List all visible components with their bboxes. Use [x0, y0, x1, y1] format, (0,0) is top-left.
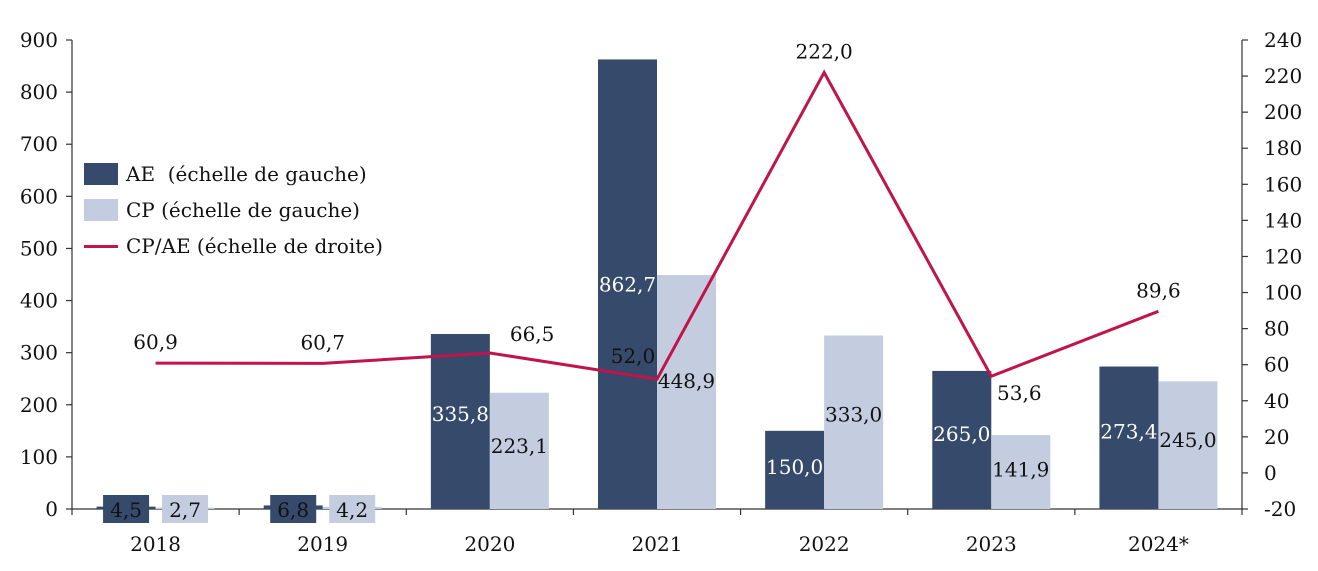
- legend-item-cp-ae: CP/AE (échelle de droite): [84, 228, 383, 264]
- bar-cp: [991, 435, 1051, 509]
- data-label-cp: 141,9: [992, 457, 1049, 481]
- bar-ae: [1099, 366, 1159, 509]
- bar-ae: [932, 370, 992, 509]
- x-tick-label: 2020: [464, 532, 515, 556]
- bar-cp: [1158, 381, 1218, 509]
- line-series: [155, 69, 1159, 381]
- legend: AE (échelle de gauche) CP (échelle de ga…: [84, 156, 383, 264]
- data-label-cp: 2,7: [169, 498, 201, 522]
- left-tick-label: 900: [20, 28, 58, 52]
- data-label-ae: 6,8: [277, 498, 309, 522]
- x-tick-label: 2018: [130, 532, 181, 556]
- small-bar-label-bg: [162, 495, 209, 523]
- bar-cp: [657, 275, 716, 509]
- data-label-cp-ae: 60,7: [300, 330, 345, 354]
- legend-swatch-cp: [84, 199, 118, 221]
- data-label-ae: 150,0: [766, 455, 823, 479]
- right-tick-label: -20: [1264, 497, 1296, 521]
- left-tick-label: 400: [20, 289, 58, 313]
- data-label-cp: 223,1: [491, 434, 548, 458]
- small-bar-label-bg: [103, 495, 150, 523]
- left-tick-label: 300: [20, 341, 58, 365]
- data-label-cp-ae: 60,9: [133, 330, 178, 354]
- right-tick-label: 60: [1264, 353, 1289, 377]
- bar-ae: [430, 334, 490, 509]
- data-label-cp: 245,0: [1159, 428, 1216, 452]
- data-label-ae: 273,4: [1100, 420, 1157, 444]
- left-tick-label: 100: [20, 445, 58, 469]
- bar-ae: [765, 430, 825, 509]
- data-label-ae: 265,0: [933, 422, 990, 446]
- legend-label-ae: AE (échelle de gauche): [126, 162, 367, 186]
- x-tick-label: 2019: [297, 532, 348, 556]
- data-label-cp-ae: 53,6: [997, 381, 1042, 405]
- right-tick-label: 120: [1264, 244, 1302, 268]
- right-tick-label: 20: [1264, 425, 1289, 449]
- data-label-ae: 862,7: [599, 272, 656, 296]
- legend-swatch-cp-ae: [84, 244, 118, 248]
- right-tick-label: 80: [1264, 317, 1289, 341]
- right-tick-label: 160: [1264, 172, 1302, 196]
- x-tick-label: 2021: [632, 532, 683, 556]
- small-bar-label-bg: [329, 495, 376, 523]
- right-tick-label: 220: [1264, 64, 1302, 88]
- data-label-cp-ae: 66,5: [510, 322, 555, 346]
- bar-cp: [824, 335, 884, 509]
- left-tick-label: 600: [20, 184, 58, 208]
- axes: 0 100 200 300 400 500 600 700 800 900 -20 0 20 40 60 80…: [20, 28, 1302, 556]
- right-tick-label: 180: [1264, 136, 1302, 160]
- small-bar-label-bg: [270, 495, 317, 523]
- data-label-cp-ae: 89,6: [1136, 278, 1181, 302]
- right-tick-label: 240: [1264, 28, 1302, 52]
- bar-ae: [598, 59, 657, 510]
- data-label-ae: 335,8: [432, 402, 489, 426]
- right-tick-label: 100: [1264, 281, 1302, 305]
- x-tick-label: 2022: [799, 532, 850, 556]
- data-labels: 4,5 6,8 335,8 862,7 150,0 265,0 273,4 2,7 4,2 223…: [103, 39, 1217, 523]
- left-tick-label: 500: [20, 236, 58, 260]
- right-tick-label: 40: [1264, 389, 1289, 413]
- legend-item-cp: CP (échelle de gauche): [84, 192, 383, 228]
- left-tick-label: 200: [20, 393, 58, 417]
- x-tick-label: 2024*: [1128, 532, 1189, 556]
- data-label-cp-ae: 52,0: [611, 344, 656, 368]
- x-tick-label: 2023: [966, 532, 1017, 556]
- bars: [96, 59, 1218, 510]
- right-tick-label: 200: [1264, 100, 1302, 124]
- left-tick-label: 700: [20, 132, 58, 156]
- bar-cp: [489, 392, 549, 509]
- legend-label-cp: CP (échelle de gauche): [126, 198, 360, 222]
- data-label-cp: 4,2: [336, 498, 368, 522]
- right-tick-label: 140: [1264, 208, 1302, 232]
- data-label-ae: 4,5: [110, 498, 142, 522]
- legend-swatch-ae: [84, 163, 118, 185]
- data-label-cp-ae: 222,0: [796, 39, 853, 63]
- legend-item-ae: AE (échelle de gauche): [84, 156, 383, 192]
- left-tick-label: 800: [20, 80, 58, 104]
- data-label-cp: 448,9: [658, 369, 715, 393]
- data-label-cp: 333,0: [825, 403, 882, 427]
- right-tick-label: 0: [1264, 461, 1277, 485]
- legend-label-cp-ae: CP/AE (échelle de droite): [126, 234, 383, 258]
- left-tick-label: 0: [45, 497, 58, 521]
